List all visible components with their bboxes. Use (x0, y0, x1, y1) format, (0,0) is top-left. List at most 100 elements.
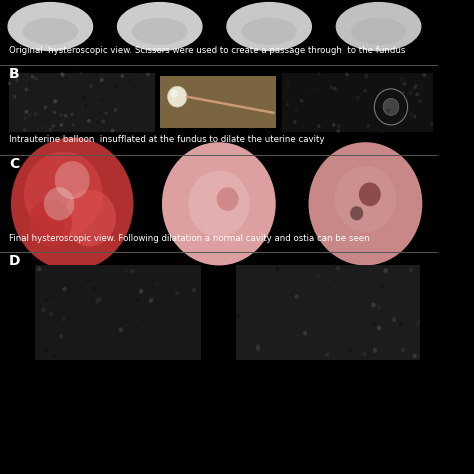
Circle shape (25, 110, 28, 114)
Circle shape (59, 334, 63, 339)
Circle shape (170, 89, 178, 98)
Text: B: B (9, 67, 19, 82)
Circle shape (41, 308, 46, 312)
Circle shape (59, 113, 63, 117)
Circle shape (168, 86, 187, 107)
Ellipse shape (241, 18, 297, 45)
Circle shape (217, 187, 238, 211)
Circle shape (23, 117, 27, 120)
Circle shape (49, 311, 54, 316)
Circle shape (79, 72, 82, 75)
Text: D: D (9, 254, 20, 268)
Circle shape (148, 319, 153, 324)
Circle shape (139, 289, 143, 294)
Circle shape (366, 124, 370, 128)
Circle shape (430, 121, 434, 125)
Circle shape (363, 351, 367, 356)
Circle shape (44, 187, 74, 220)
Circle shape (350, 206, 363, 220)
Circle shape (8, 82, 11, 85)
Circle shape (348, 348, 352, 353)
Circle shape (55, 99, 58, 103)
Circle shape (92, 286, 96, 291)
Circle shape (337, 129, 340, 133)
Circle shape (60, 123, 63, 127)
Circle shape (410, 112, 413, 116)
Circle shape (419, 100, 422, 103)
Circle shape (314, 88, 318, 91)
Circle shape (11, 137, 134, 270)
Circle shape (315, 273, 319, 278)
Circle shape (403, 82, 406, 86)
Circle shape (365, 74, 368, 78)
Bar (35, 265, 201, 360)
Circle shape (64, 114, 67, 118)
Circle shape (255, 344, 260, 349)
Circle shape (373, 348, 377, 353)
Circle shape (417, 92, 420, 96)
Circle shape (286, 81, 290, 85)
Circle shape (401, 349, 405, 354)
Ellipse shape (8, 2, 93, 51)
Circle shape (392, 317, 396, 322)
Circle shape (111, 128, 114, 132)
Circle shape (36, 127, 39, 131)
Ellipse shape (351, 18, 406, 45)
Circle shape (372, 129, 375, 133)
Circle shape (377, 326, 381, 330)
Circle shape (13, 95, 17, 99)
Circle shape (99, 110, 102, 114)
Circle shape (175, 295, 180, 300)
Circle shape (401, 91, 404, 95)
Circle shape (49, 128, 52, 131)
Ellipse shape (336, 2, 421, 51)
Circle shape (70, 113, 74, 117)
Circle shape (74, 83, 77, 87)
Circle shape (192, 272, 197, 277)
Circle shape (44, 100, 47, 104)
Circle shape (409, 111, 412, 115)
Circle shape (52, 124, 55, 128)
Circle shape (414, 84, 418, 88)
Circle shape (401, 347, 405, 352)
Circle shape (275, 266, 280, 271)
Circle shape (52, 354, 56, 358)
Circle shape (256, 346, 260, 351)
Text: C: C (9, 157, 19, 172)
Circle shape (409, 268, 413, 273)
Circle shape (364, 89, 367, 93)
Circle shape (140, 116, 144, 119)
Circle shape (303, 331, 308, 336)
Circle shape (9, 100, 13, 103)
Circle shape (152, 295, 156, 300)
Circle shape (350, 315, 355, 320)
Bar (283, 73, 433, 132)
Circle shape (129, 117, 133, 121)
Circle shape (86, 278, 90, 283)
Circle shape (53, 100, 56, 103)
Circle shape (127, 79, 130, 82)
Circle shape (106, 85, 109, 89)
Bar (237, 265, 420, 360)
Circle shape (337, 124, 341, 128)
Circle shape (327, 280, 331, 284)
Circle shape (62, 317, 66, 321)
Circle shape (27, 112, 31, 116)
Circle shape (100, 78, 103, 82)
Circle shape (78, 316, 82, 321)
Circle shape (60, 73, 64, 76)
Circle shape (336, 266, 340, 271)
Circle shape (25, 88, 28, 91)
Circle shape (149, 298, 153, 303)
Circle shape (89, 84, 93, 88)
Circle shape (100, 77, 104, 81)
Circle shape (28, 199, 72, 246)
Circle shape (356, 96, 360, 100)
Circle shape (383, 99, 399, 116)
Circle shape (373, 322, 377, 327)
Circle shape (72, 123, 75, 127)
Circle shape (23, 128, 27, 132)
Circle shape (412, 354, 417, 358)
Circle shape (310, 87, 313, 91)
Text: Final hysteroscopic view. Following dilatation a normal cavity and ostia can be : Final hysteroscopic view. Following dila… (9, 234, 369, 243)
